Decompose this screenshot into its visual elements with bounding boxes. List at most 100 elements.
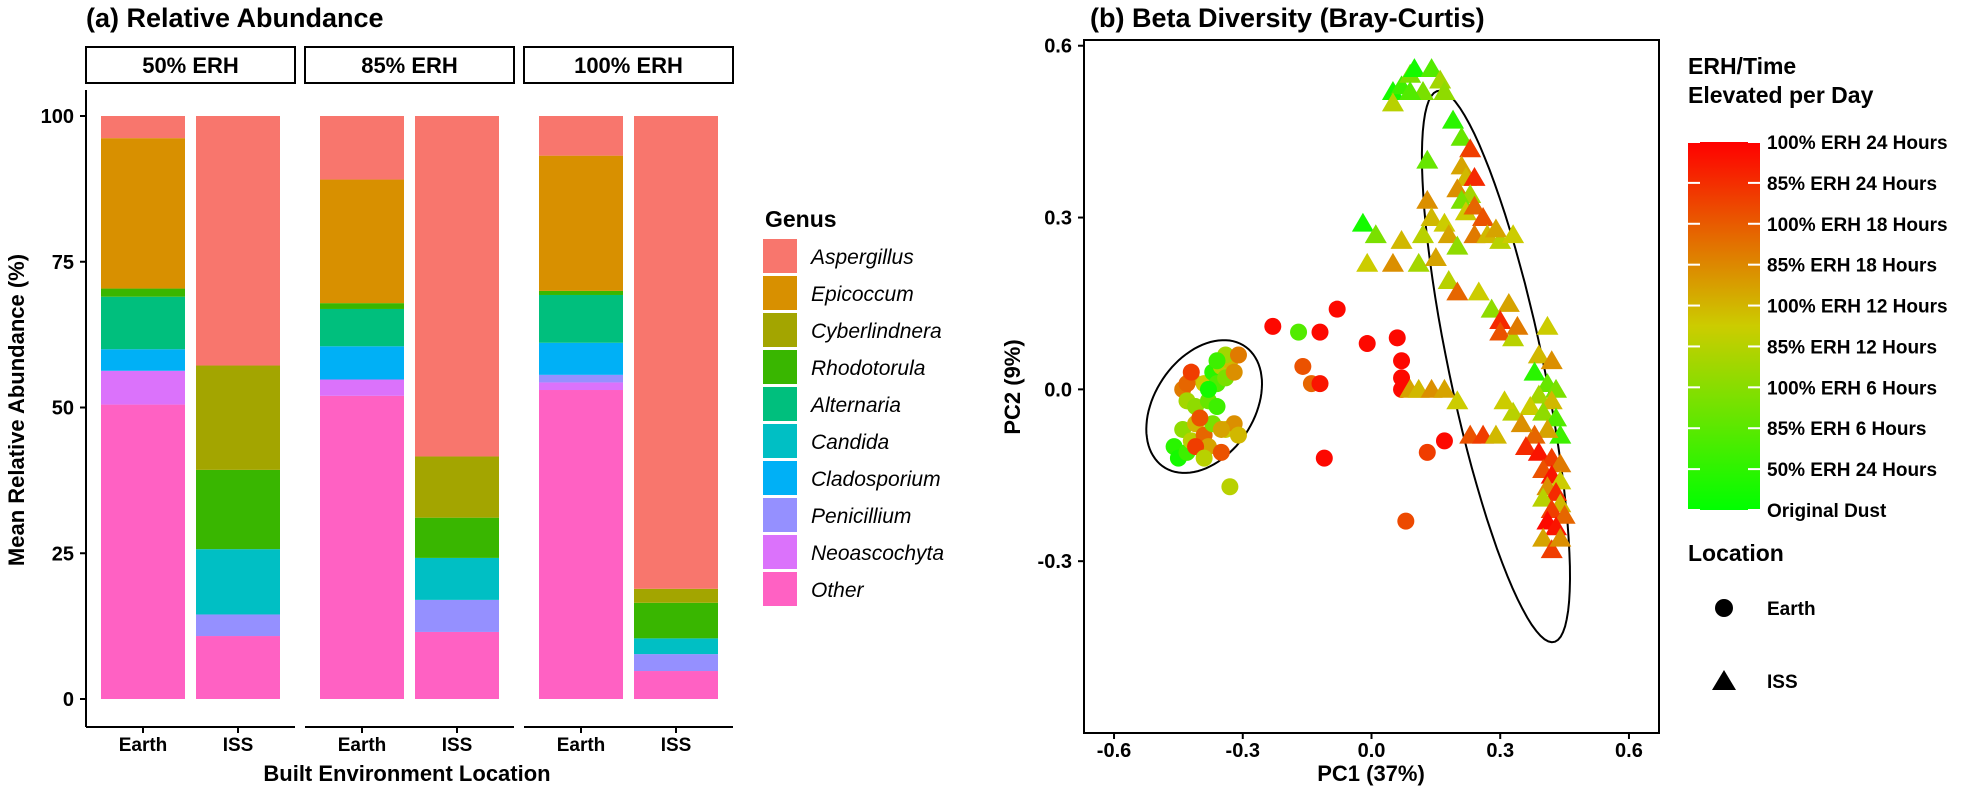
scatter-point-iss (1489, 310, 1512, 330)
scatter-point-iss (1497, 292, 1520, 312)
legend-label-iss: ISS (1767, 672, 1798, 693)
scatter-point-iss (1424, 247, 1447, 267)
scatter-point-iss (1407, 252, 1430, 272)
scatter-point-earth (1315, 449, 1333, 467)
location-legend: Location Earth ISS (1688, 540, 1816, 693)
colorbar-label: Original Dust (1767, 501, 1887, 522)
bar-segment-aspergillus (415, 116, 499, 457)
x-tick-label: Earth (557, 735, 606, 756)
colorbar-label: 100% ERH 12 Hours (1767, 297, 1948, 318)
scatter-point-iss (1437, 270, 1460, 289)
x-tick-label: 0.0 (1358, 740, 1386, 762)
erh-legend-title-line1: ERH/Time (1688, 53, 1796, 79)
x-tick-label: -0.3 (1226, 740, 1260, 762)
legend-label-candida: Candida (811, 431, 889, 454)
scatter-point-earth (1212, 420, 1230, 438)
scatter-point-earth (1195, 449, 1213, 467)
colorbar-label: 100% ERH 24 Hours (1767, 133, 1948, 154)
scatter-point-iss (1433, 81, 1456, 100)
facet-strip-label: 85% ERH (361, 53, 458, 78)
scatter-point-iss (1493, 390, 1516, 410)
bar-segment-penicillium (634, 654, 718, 672)
scatter-point-earth (1358, 335, 1376, 353)
scatter-point-iss (1446, 235, 1469, 255)
legend-label-alternaria: Alternaria (809, 394, 901, 417)
bar-segment-penicillium (196, 614, 280, 637)
scatter-point-iss (1540, 350, 1563, 370)
x-tick-label: -0.6 (1097, 740, 1131, 762)
bar-segment-neoascochyta (320, 379, 404, 396)
panel-b-beta-diversity: (b) Beta Diversity (Bray-Curtis) -0.6 -0.… (1000, 3, 1948, 786)
scatter-point-iss (1540, 390, 1563, 410)
y-tick-label: 0.3 (1044, 208, 1072, 230)
scatter-point-iss (1514, 436, 1538, 456)
bar-segment-rhodotorula (539, 290, 623, 295)
scatter-point-iss (1472, 207, 1495, 226)
scatter-point-iss (1459, 138, 1482, 158)
y-tick-label: 0.6 (1044, 36, 1072, 58)
scatter-point-earth (1212, 443, 1230, 461)
scatter-point-iss (1433, 378, 1456, 398)
legend-label-neoascochyta: Neoascochyta (811, 542, 944, 565)
y-tick-label: 0 (63, 689, 74, 711)
scatter-point-earth (1208, 398, 1226, 416)
y-tick-label: 100 (41, 106, 74, 128)
scatter-point-iss (1502, 327, 1525, 347)
scatter-point-iss (1532, 527, 1555, 547)
scatter-point-earth (1290, 323, 1308, 341)
scatter-point-iss (1416, 189, 1439, 209)
bar-segment-rhodotorula (320, 303, 404, 309)
facet-strip-label: 50% ERH (142, 53, 239, 78)
scatter-point-earth (1311, 323, 1329, 341)
scatter-point-iss (1536, 315, 1559, 335)
erh-time-legend: ERH/Time Elevated per Day Original Dust 5… (1688, 53, 1948, 522)
scatter-point-iss (1403, 58, 1426, 78)
legend-triangle-icon (1712, 670, 1736, 690)
bar-segment-other (101, 404, 185, 699)
erh-legend-title-line2: Elevated per Day (1688, 82, 1874, 108)
bar-segment-aspergillus (539, 116, 623, 156)
bar-segment-other (320, 395, 404, 699)
scatter-point-iss (1549, 453, 1572, 473)
scatter-point-iss (1446, 390, 1469, 410)
bar-segment-cyberlindnera (634, 588, 718, 603)
legend-label-rhodotorula: Rhodotorula (811, 357, 925, 380)
bar-segment-aspergillus (196, 116, 280, 366)
scatter-point-iss (1527, 384, 1550, 404)
bar-segment-aspergillus (320, 116, 404, 180)
legend-swatch-cladosporium (763, 461, 797, 495)
scatter-point-iss (1536, 418, 1559, 438)
bar-segment-other (539, 390, 623, 699)
legend-swatch-aspergillus (763, 239, 797, 273)
colorbar-label: 85% ERH 24 Hours (1767, 174, 1937, 195)
scatter-point-earth (1229, 346, 1247, 364)
bar-segment-cladosporium (320, 346, 404, 380)
scatter-point-earth (1225, 363, 1243, 381)
scatter-point-iss (1532, 487, 1555, 507)
scatter-point-iss (1553, 504, 1576, 524)
scatter-point-iss (1381, 252, 1404, 272)
legend-circle-icon (1715, 599, 1733, 617)
legend-swatch-penicillium (763, 498, 797, 532)
scatter-point-iss (1523, 424, 1546, 444)
location-legend-title: Location (1688, 540, 1784, 566)
scatter-point-iss (1549, 527, 1572, 547)
bar-segment-aspergillus (634, 116, 718, 589)
scatter-point-iss (1437, 224, 1460, 244)
bar-segment-penicillium (415, 599, 499, 632)
scatter-point-iss (1390, 229, 1413, 249)
scatter-point-iss (1532, 401, 1555, 421)
panel-a-title: (a) Relative Abundance (86, 3, 384, 33)
legend-label-epicoccum: Epicoccum (811, 283, 914, 306)
bar-segment-candida (634, 638, 718, 655)
y-tick-label: 75 (52, 252, 74, 274)
bar-segment-rhodotorula (101, 288, 185, 297)
scatter-point-earth (1182, 363, 1200, 381)
scatter-point-iss (1489, 229, 1512, 249)
x-tick-label: ISS (661, 735, 692, 756)
scatter-point-iss (1356, 252, 1379, 272)
bar-segment-cladosporium (539, 342, 623, 375)
scatter-point-iss (1416, 149, 1439, 169)
scatter-point-iss (1446, 281, 1469, 301)
legend-label-other: Other (811, 579, 865, 602)
